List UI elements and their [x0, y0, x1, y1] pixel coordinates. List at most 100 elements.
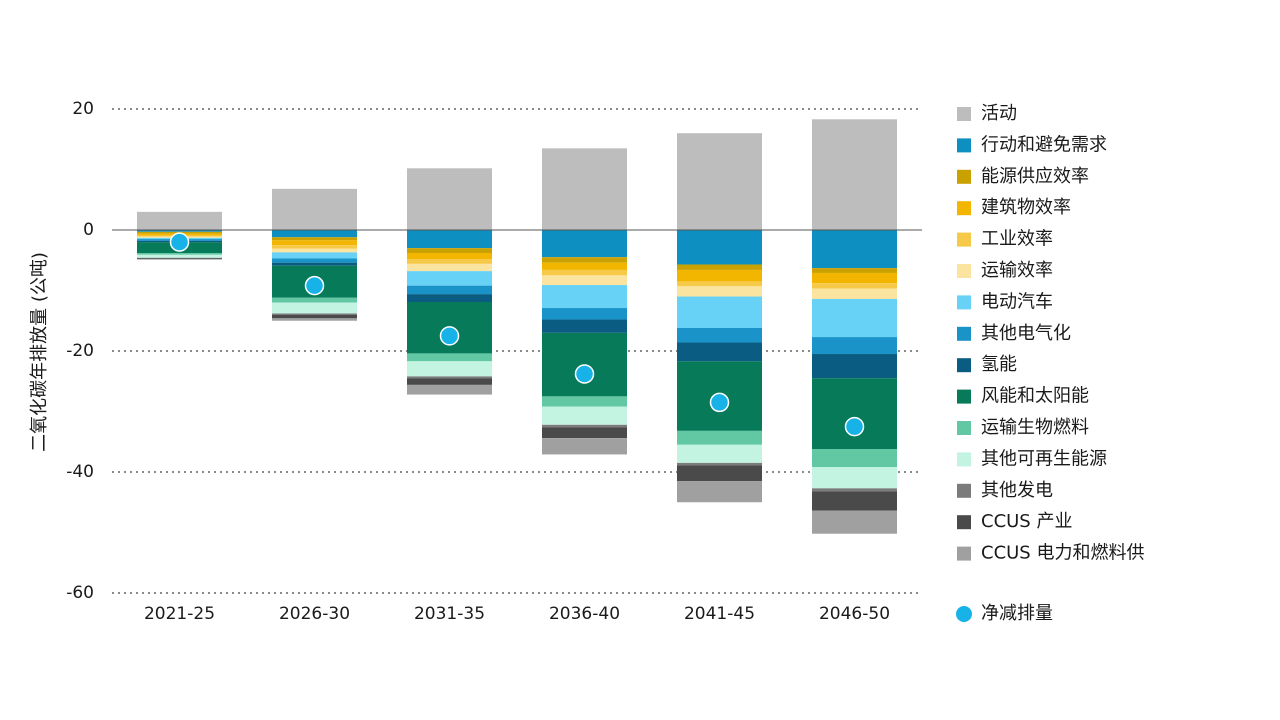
bar-segment	[812, 268, 897, 273]
bar-segment	[812, 119, 897, 230]
bar-segment	[812, 230, 897, 269]
bar-segment	[137, 254, 222, 258]
bar-segment	[272, 302, 357, 314]
legend-swatch	[957, 421, 971, 435]
bar-segment	[812, 298, 897, 338]
legend-swatch	[957, 326, 971, 341]
legend-label: CCUS 电力和燃料供	[981, 543, 1144, 564]
x-tick-label: 2041-45	[684, 604, 755, 624]
bar-segment	[272, 248, 357, 253]
bar-segment	[542, 262, 627, 270]
legend-swatch	[956, 606, 972, 622]
legend-label: 电动汽车	[981, 291, 1053, 312]
bar-segment	[407, 285, 492, 295]
legend-label: 净减排量	[981, 603, 1053, 624]
bar-segment	[272, 237, 357, 241]
bar-segment	[542, 275, 627, 286]
bar-segment	[677, 281, 762, 287]
bar-segment	[677, 342, 762, 362]
legend-swatch	[957, 389, 971, 404]
bar-segment	[812, 491, 897, 511]
legend-swatch	[957, 169, 971, 184]
x-tick-label: 2026-30	[279, 604, 350, 624]
legend: 活动行动和避免需求能源供应效率建筑物效率工业效率运输效率电动汽车其他电气化氢能风…	[956, 103, 1144, 624]
legend-swatch	[957, 138, 971, 153]
bar-segment	[542, 257, 627, 263]
bar-segment	[407, 230, 492, 249]
bar-segment	[542, 269, 627, 276]
bar-segment	[407, 378, 492, 385]
legend-label: 其他电气化	[981, 323, 1071, 344]
bar-segment	[677, 444, 762, 463]
bar-segment	[812, 337, 897, 355]
bar-segment	[542, 230, 627, 258]
legend-label: 风能和太阳能	[981, 386, 1089, 407]
bar-segment	[542, 285, 627, 309]
bar-segment	[542, 427, 627, 439]
legend-swatch	[957, 201, 971, 216]
legend-swatch	[957, 483, 971, 498]
bar-segment	[272, 252, 357, 259]
bar-segment	[407, 353, 492, 362]
bar-segment	[677, 462, 762, 466]
legend-swatch	[957, 452, 971, 467]
bar-segment	[272, 313, 357, 315]
bar-segment	[407, 263, 492, 272]
bar-segment	[407, 361, 492, 377]
net-reduction-point	[574, 364, 595, 384]
bar-segment	[272, 240, 357, 246]
bar-segment	[812, 488, 897, 492]
legend-swatch	[957, 295, 971, 310]
legend-label: 氢能	[981, 354, 1017, 375]
y-tick-label: -40	[66, 462, 94, 482]
bar-segment	[812, 272, 897, 284]
y-axis-label: 二氧化碳年排放量 (公吨)	[29, 252, 50, 452]
bar-segment	[542, 406, 627, 425]
bar-segment	[677, 286, 762, 297]
net-reduction-point	[844, 416, 865, 437]
bar-segment	[812, 354, 897, 379]
legend-label: 其他发电	[981, 480, 1053, 501]
net-reduction-points	[169, 232, 865, 437]
bar-segment	[407, 168, 492, 230]
bar-segment	[137, 257, 222, 259]
bar-segment	[677, 133, 762, 230]
legend-swatch	[957, 107, 971, 121]
bar-segment	[542, 308, 627, 320]
x-tick-label: 2031-35	[414, 604, 485, 624]
legend-swatch	[957, 232, 971, 247]
bar-segment	[407, 252, 492, 260]
bar-segment	[407, 384, 492, 395]
bar-segment	[812, 378, 897, 450]
y-tick-label: -60	[66, 583, 94, 603]
bar-segment	[677, 230, 762, 265]
net-reduction-point	[439, 326, 460, 346]
legend-swatch	[957, 515, 971, 530]
bar-segment	[677, 430, 762, 445]
legend-label: 建筑物效率	[981, 197, 1071, 218]
bar-segment	[542, 396, 627, 407]
bar-segment	[677, 465, 762, 482]
bar-segment	[272, 297, 357, 303]
bar-segment	[542, 319, 627, 333]
y-tick-label: 20	[72, 99, 94, 119]
bar-segment	[812, 288, 897, 299]
grid-lines	[112, 108, 922, 594]
bars	[137, 119, 897, 534]
bar-segment	[272, 188, 357, 230]
bar-segment	[137, 230, 222, 232]
bar-segment	[812, 283, 897, 289]
legend-swatch	[957, 546, 971, 561]
legend-label: 活动	[981, 103, 1017, 124]
bar-segment	[272, 230, 357, 238]
bar-segment	[407, 376, 492, 379]
legend-label: CCUS 产业	[981, 511, 1072, 532]
y-axis-ticks: 20 0 -20 -40 -60	[66, 99, 94, 603]
bar-segment	[407, 294, 492, 302]
bar-segment	[542, 424, 627, 428]
net-reduction-point	[169, 232, 190, 252]
net-reduction-point	[709, 392, 730, 413]
bar-segment	[677, 328, 762, 343]
bar-segment	[542, 438, 627, 455]
